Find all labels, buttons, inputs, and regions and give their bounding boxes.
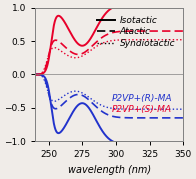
Text: P2VP+(R)-MA: P2VP+(R)-MA xyxy=(112,94,173,103)
Text: P2VP+(S)-MA: P2VP+(S)-MA xyxy=(112,105,172,114)
Legend: Isotactic, Atactic, Syndiotactic: Isotactic, Atactic, Syndiotactic xyxy=(93,12,179,52)
X-axis label: wavelength (nm): wavelength (nm) xyxy=(68,165,151,175)
